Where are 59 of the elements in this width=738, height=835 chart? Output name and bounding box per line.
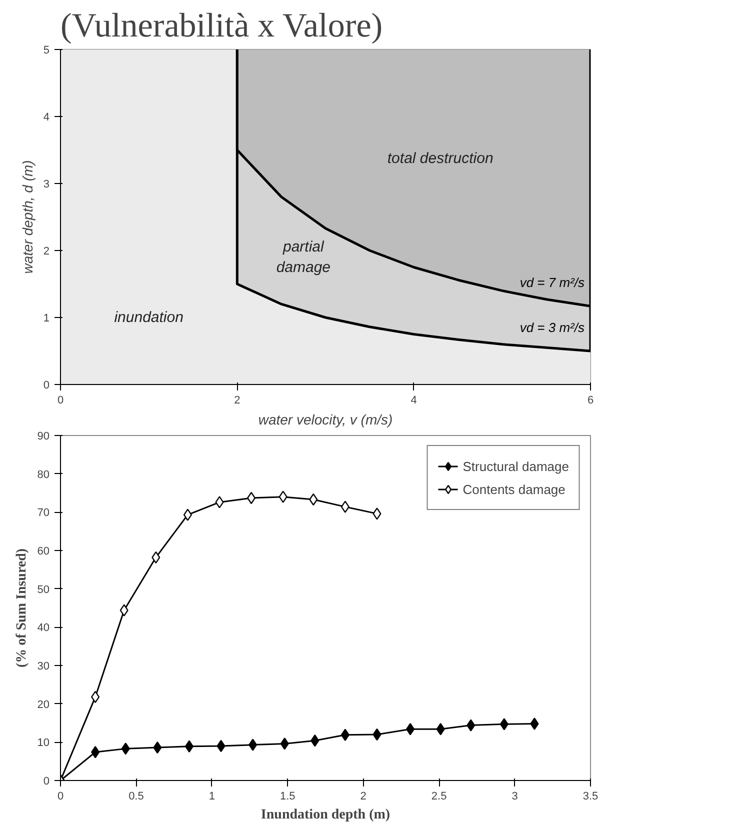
point bbox=[310, 734, 320, 747]
x-tick-label: 0 bbox=[57, 790, 64, 802]
y-tick-label: 20 bbox=[37, 698, 50, 711]
point bbox=[530, 718, 539, 730]
point bbox=[183, 508, 192, 521]
y-tick-label: 0 bbox=[43, 776, 50, 788]
point bbox=[152, 551, 160, 564]
point bbox=[436, 723, 445, 736]
x-tick-label: 2 bbox=[234, 394, 240, 406]
y-tick-label: 80 bbox=[37, 468, 50, 481]
point bbox=[121, 742, 130, 755]
y-tick-label: 2 bbox=[43, 246, 50, 258]
series-label: vd = 3 m²/s bbox=[520, 320, 585, 335]
y-tick-label: 5 bbox=[43, 44, 50, 56]
y-tick-label: 1 bbox=[43, 312, 50, 324]
point bbox=[406, 723, 415, 736]
x-tick-label: 0 bbox=[57, 394, 64, 406]
point bbox=[280, 738, 289, 750]
point bbox=[340, 728, 350, 741]
y-axis-title: water depth, d (m) bbox=[19, 160, 36, 274]
point bbox=[278, 490, 288, 503]
x-tick-label: 6 bbox=[587, 394, 594, 406]
x-tick-label: 1.5 bbox=[280, 790, 296, 802]
legend-label: Contents damage bbox=[462, 482, 566, 496]
x-axis-title: water velocity, v (m/s) bbox=[258, 412, 393, 428]
y-tick-label: 3 bbox=[43, 178, 50, 190]
x-tick-label: 3.5 bbox=[582, 790, 598, 802]
x-tick-label: 2.5 bbox=[431, 790, 447, 802]
x-tick-label: 0.5 bbox=[128, 790, 144, 802]
y-tick-label: 10 bbox=[37, 737, 50, 750]
point bbox=[91, 746, 100, 758]
y-tick-label: 40 bbox=[37, 622, 50, 634]
y-tick-label: 0 bbox=[43, 380, 50, 392]
point bbox=[372, 508, 382, 520]
x-axis-title: Inundation depth (m) bbox=[260, 808, 390, 822]
y-tick-label: 70 bbox=[37, 507, 50, 520]
point bbox=[120, 604, 128, 616]
x-tick-label: 4 bbox=[410, 394, 417, 406]
legend-label: Structural damage bbox=[462, 458, 569, 474]
annotation: inundation bbox=[114, 309, 184, 326]
y-tick-label: 50 bbox=[37, 584, 50, 596]
x-tick-label: 2 bbox=[360, 790, 366, 802]
y-tick-label: 60 bbox=[37, 546, 50, 558]
y-tick-label: 90 bbox=[37, 430, 50, 442]
y-tick-label: 30 bbox=[37, 660, 50, 672]
annotation: partial damage bbox=[276, 238, 331, 276]
chart-title: (Vulnerabilità x Valore) bbox=[60, 8, 383, 44]
y-axis-title: (% of Sum Insured) bbox=[14, 548, 30, 668]
x-tick-label: 3 bbox=[512, 790, 518, 802]
point bbox=[340, 500, 350, 513]
point bbox=[184, 740, 194, 752]
x-tick-label: 1 bbox=[208, 790, 215, 802]
point bbox=[466, 719, 476, 732]
point bbox=[215, 496, 224, 508]
y-tick-label: 4 bbox=[43, 112, 50, 124]
annotation: total destruction bbox=[387, 150, 494, 167]
point bbox=[248, 738, 258, 751]
point bbox=[500, 718, 508, 730]
series-label: vd = 7 m²/s bbox=[520, 275, 585, 290]
